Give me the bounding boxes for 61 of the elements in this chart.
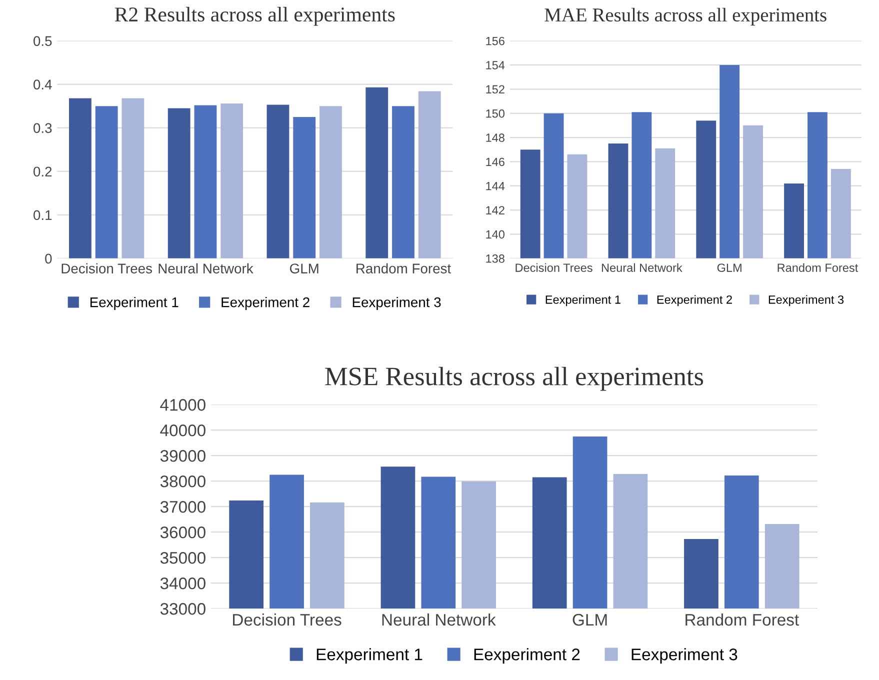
bar <box>220 103 244 258</box>
x-tick-label: Decision Trees <box>62 263 152 274</box>
y-tick-label: 142 <box>486 206 504 214</box>
x-tick-label: Neural Network <box>382 613 496 626</box>
y-tick-label: 138 <box>486 254 504 263</box>
legend-label: Eexperiment 3 <box>768 295 844 306</box>
legend-label: Eexperiment 1 <box>546 295 620 306</box>
y-tick-label: 36000 <box>160 526 206 538</box>
y-tick-label: 146 <box>486 158 504 166</box>
bar <box>266 104 290 258</box>
y-tick-label: 0 <box>45 254 52 264</box>
y-tick-label: 140 <box>486 230 504 239</box>
bar <box>320 106 342 258</box>
bar <box>194 105 217 258</box>
y-tick-label: 150 <box>486 109 504 118</box>
x-tick-label: GLM <box>290 264 318 274</box>
y-tick-label: 34000 <box>160 578 206 590</box>
y-tick-label: 0.4 <box>34 80 52 90</box>
bar <box>122 98 144 258</box>
y-tick-label: 148 <box>486 134 504 142</box>
y-tick-label: 154 <box>486 61 505 70</box>
legend-label: Eexperiment 2 <box>474 648 580 664</box>
legend-label: Eexperiment 2 <box>222 297 310 310</box>
chart-title: MSE Results across all experiments <box>325 366 704 391</box>
y-tick-label: 0.2 <box>34 166 52 177</box>
legend-label: Eexperiment 3 <box>632 648 738 664</box>
legend-label: Eexperiment 2 <box>657 295 732 306</box>
legend-label: Eexperiment 1 <box>90 297 178 310</box>
y-tick-label: 40000 <box>160 424 206 436</box>
x-tick-label: Decision Trees <box>233 613 342 626</box>
x-tick-label: GLM <box>572 614 607 626</box>
y-tick-label: 156 <box>486 36 504 46</box>
y-tick-label: 0.3 <box>34 123 52 134</box>
y-tick-label: 39000 <box>160 450 206 462</box>
x-tick-label: Random Forest <box>686 613 799 626</box>
bar <box>69 98 92 258</box>
bar <box>418 91 441 258</box>
legend-label: Eexperiment 1 <box>316 648 422 664</box>
y-tick-label: 152 <box>486 85 504 94</box>
y-tick-label: 35000 <box>160 552 206 564</box>
x-tick-label: Decision Trees <box>516 263 592 272</box>
x-tick-label: Random Forest <box>356 263 451 274</box>
bar <box>293 116 316 258</box>
y-tick-label: 144 <box>486 182 505 190</box>
y-tick-label: 33000 <box>160 603 206 615</box>
y-tick-label: 37000 <box>160 501 206 513</box>
y-tick-label: 0.5 <box>34 36 52 46</box>
y-tick-label: 38000 <box>160 476 206 488</box>
y-tick-label: 0.1 <box>34 210 52 220</box>
x-tick-label: Random Forest <box>778 263 858 272</box>
bar <box>366 87 388 258</box>
bar <box>168 108 190 258</box>
legend-label: Eexperiment 3 <box>352 297 441 310</box>
chart-title: MAE Results across all experiments <box>544 8 826 26</box>
x-tick-label: Neural Network <box>602 263 682 272</box>
bar <box>95 106 118 258</box>
x-tick-label: Neural Network <box>158 263 254 274</box>
chart-title: R2 Results across all experiments <box>114 6 395 26</box>
bar <box>392 106 414 258</box>
x-tick-label: GLM <box>717 264 742 272</box>
y-tick-label: 41000 <box>160 399 206 411</box>
